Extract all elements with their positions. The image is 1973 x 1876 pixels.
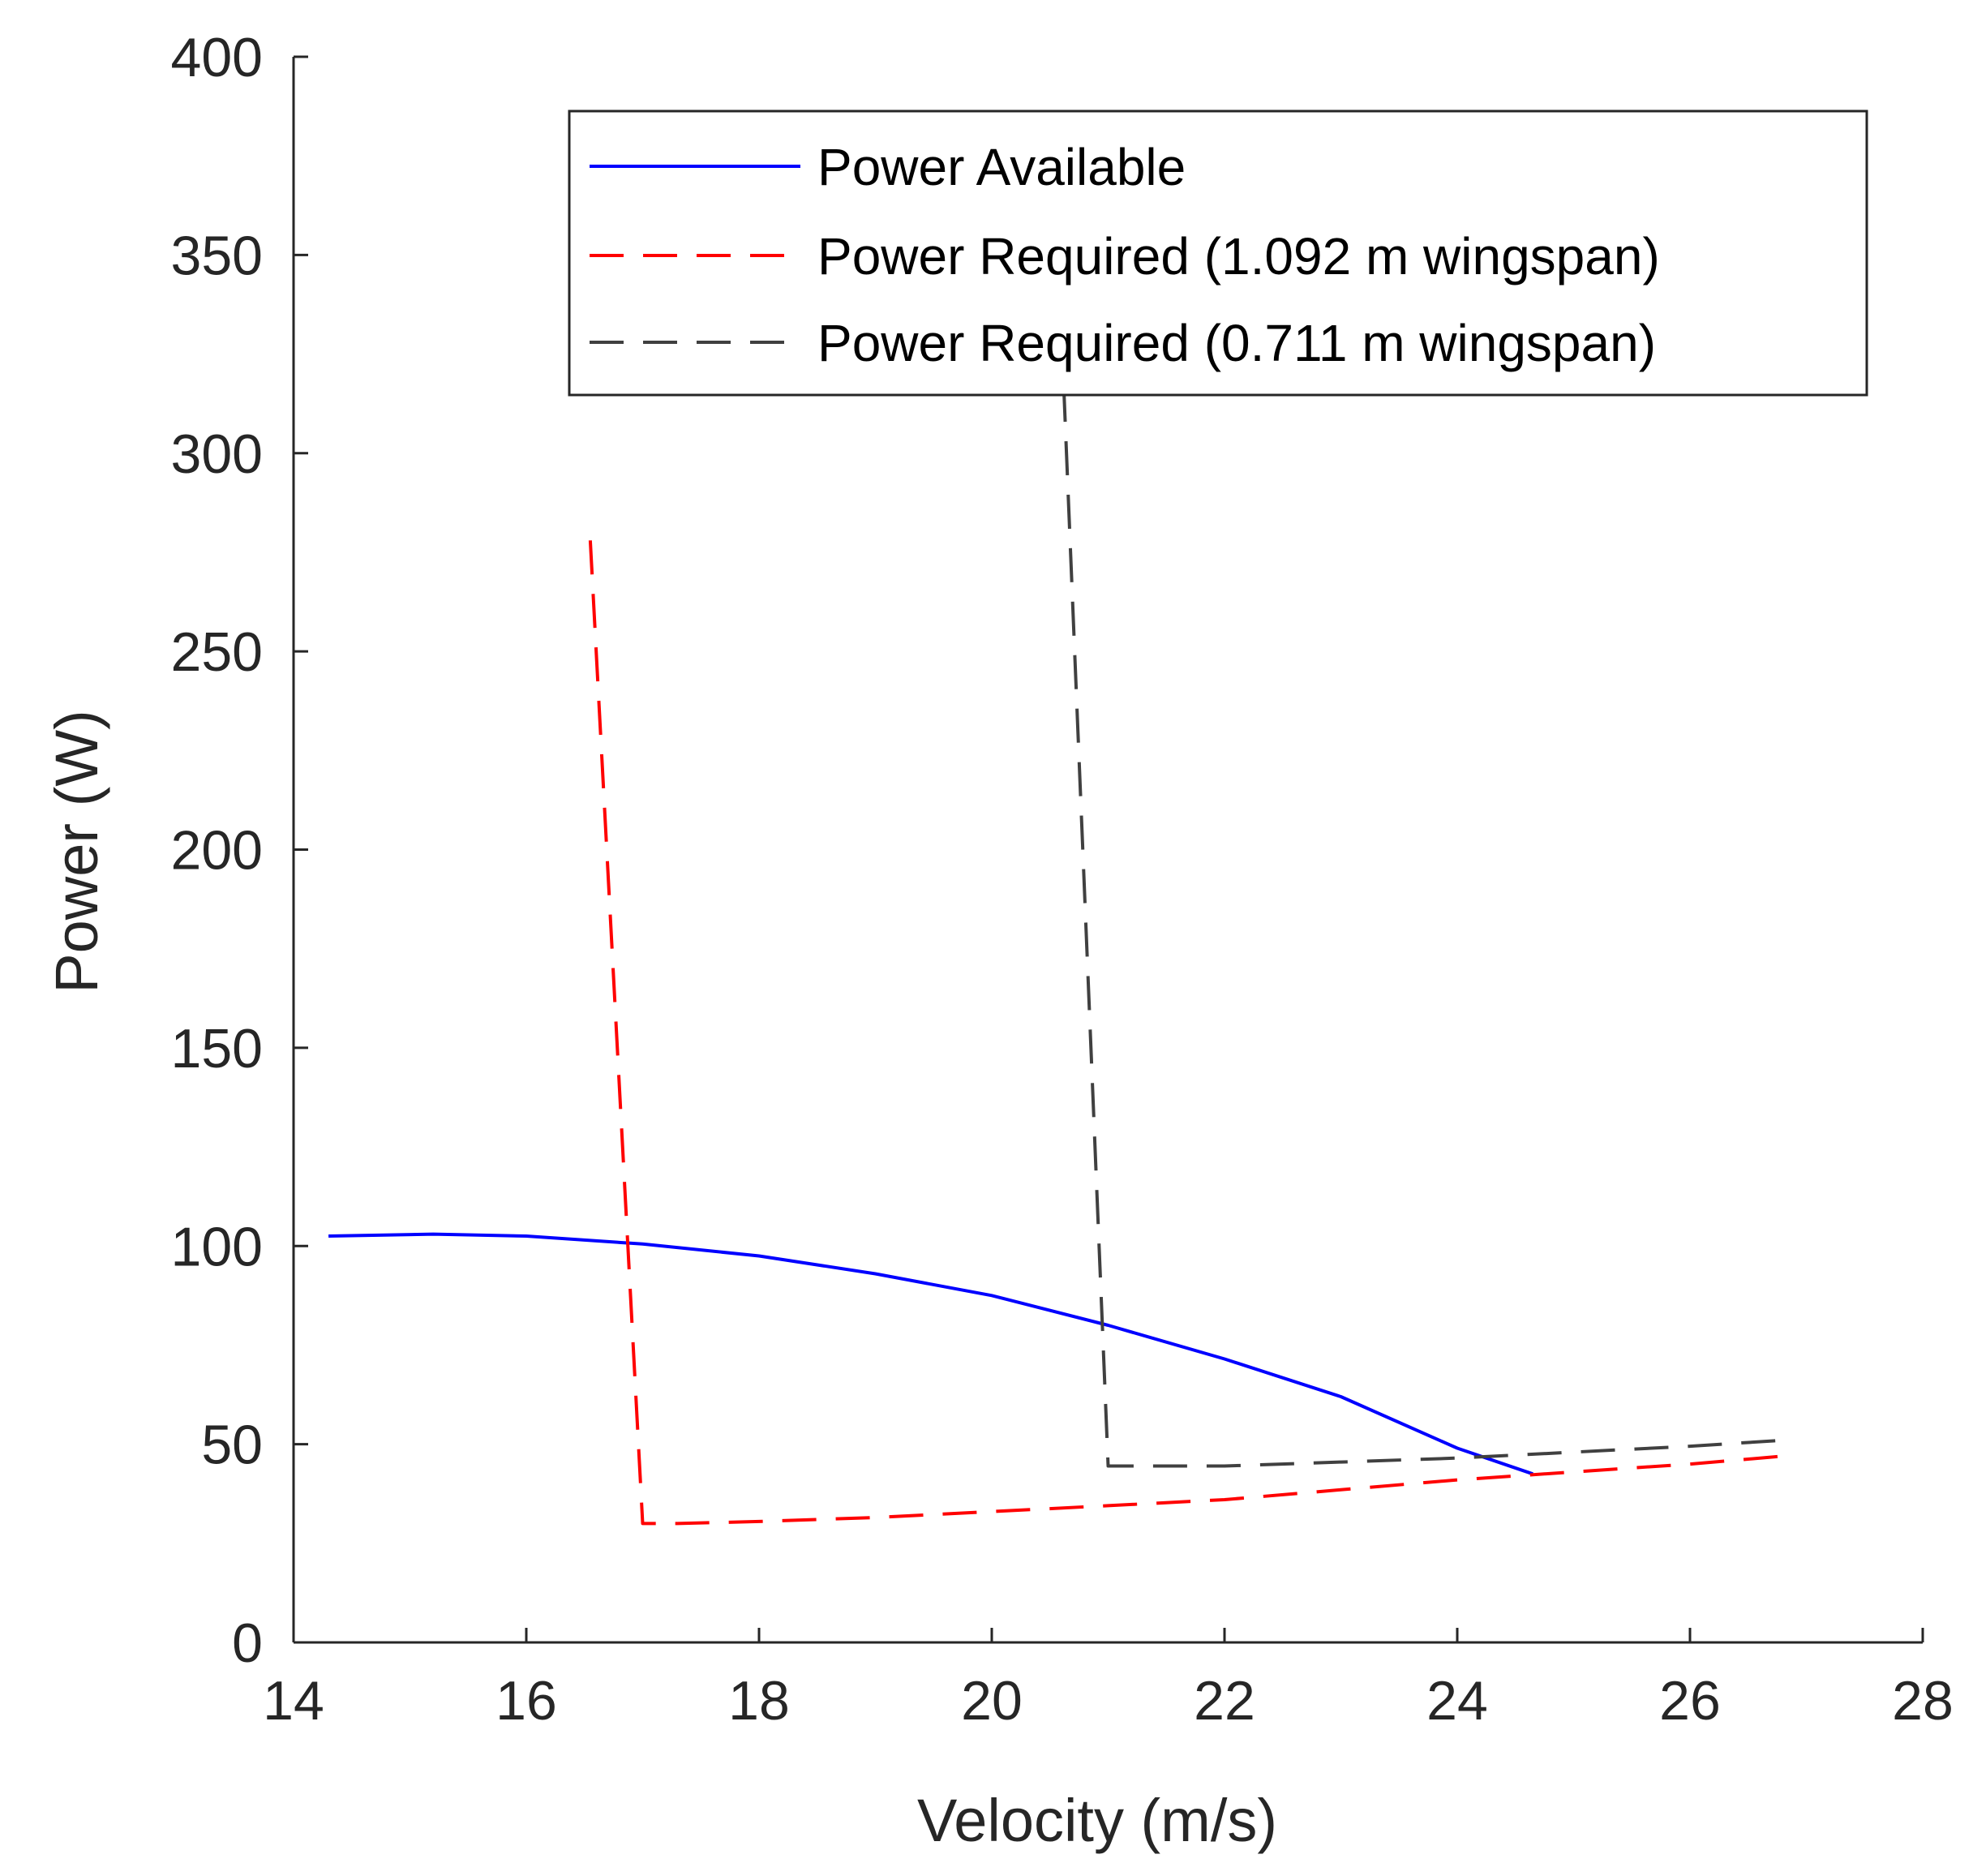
y-tick-label: 100: [171, 1216, 263, 1277]
x-tick-label: 28: [1892, 1670, 1954, 1732]
x-tick-label: 26: [1659, 1670, 1721, 1732]
x-ticks: 14 16 18 20 22 24 26 28: [263, 1628, 1954, 1732]
y-axis-title: Power (W): [43, 710, 110, 993]
x-tick-label: 18: [728, 1670, 790, 1732]
y-tick-label: 400: [171, 27, 263, 88]
y-tick-label: 0: [232, 1612, 263, 1674]
x-tick-label: 14: [263, 1670, 324, 1732]
legend-box: [568, 109, 1868, 397]
series-line-power-available: [328, 1232, 1533, 1476]
y-tick-label: 150: [171, 1018, 263, 1080]
x-tick-label: 16: [495, 1670, 557, 1732]
legend-label-power-required-0711: Power Required (0.711 m wingspan): [817, 314, 1656, 372]
series-layer: [328, 334, 1783, 1526]
x-axis-title: Velocity (m/s): [917, 1787, 1277, 1854]
x-tick-label: 24: [1426, 1670, 1488, 1732]
series-line-power-required-0711: [1060, 334, 1783, 1468]
legend-label-power-required-1092: Power Required (1.092 m wingspan): [817, 227, 1660, 285]
series-line-power-required-1092: [588, 540, 1783, 1526]
y-tick-label: 350: [171, 225, 263, 286]
x-tick-label: 22: [1194, 1670, 1255, 1732]
y-tick-label: 300: [171, 423, 263, 485]
x-tick-label: 20: [961, 1670, 1023, 1732]
y-tick-label: 200: [171, 820, 263, 882]
y-tick-label: 50: [201, 1415, 263, 1476]
legend: Power Available Power Required (1.092 m …: [568, 109, 1868, 397]
y-tick-label: 250: [171, 621, 263, 683]
y-ticks: 0 50 100 150 200 250 300 350 400: [171, 27, 308, 1674]
legend-label-power-available: Power Available: [817, 138, 1186, 196]
